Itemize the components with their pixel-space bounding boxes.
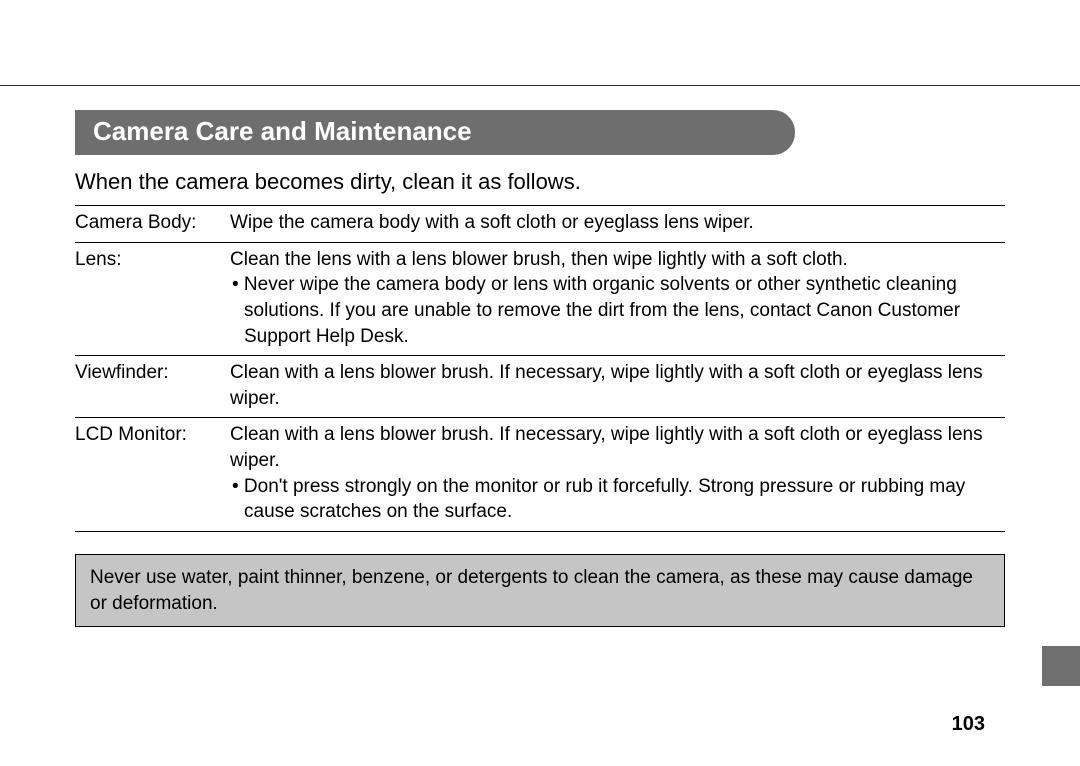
row-label: Lens:: [75, 242, 230, 356]
row-text: Clean with a lens blower brush. If neces…: [230, 418, 1005, 532]
page-number: 103: [952, 713, 985, 736]
intro-text: When the camera becomes dirty, clean it …: [75, 169, 1005, 195]
row-text: Clean with a lens blower brush. If neces…: [230, 356, 1005, 418]
row-label: Viewfinder:: [75, 356, 230, 418]
page-content: Camera Care and Maintenance When the cam…: [75, 110, 1005, 627]
row-text: Clean the lens with a lens blower brush,…: [230, 242, 1005, 356]
care-instructions-table: Camera Body: Wipe the camera body with a…: [75, 205, 1005, 532]
row-bullet: • Don't press strongly on the monitor or…: [230, 474, 1005, 525]
row-text: Wipe the camera body with a soft cloth o…: [230, 206, 1005, 243]
manual-page: Camera Care and Maintenance When the cam…: [0, 0, 1080, 766]
top-horizontal-rule: [0, 85, 1080, 86]
section-heading: Camera Care and Maintenance: [75, 110, 795, 155]
side-tab: [1042, 646, 1080, 686]
row-bullet: • Never wipe the camera body or lens wit…: [230, 272, 1005, 349]
table-row: Camera Body: Wipe the camera body with a…: [75, 206, 1005, 243]
row-label: LCD Monitor:: [75, 418, 230, 532]
table-row: LCD Monitor: Clean with a lens blower br…: [75, 418, 1005, 532]
row-main-text: Clean the lens with a lens blower brush,…: [230, 249, 848, 270]
warning-box: Never use water, paint thinner, benzene,…: [75, 554, 1005, 627]
row-main-text: Clean with a lens blower brush. If neces…: [230, 424, 983, 471]
table-row: Viewfinder: Clean with a lens blower bru…: [75, 356, 1005, 418]
row-label: Camera Body:: [75, 206, 230, 243]
table-row: Lens: Clean the lens with a lens blower …: [75, 242, 1005, 356]
